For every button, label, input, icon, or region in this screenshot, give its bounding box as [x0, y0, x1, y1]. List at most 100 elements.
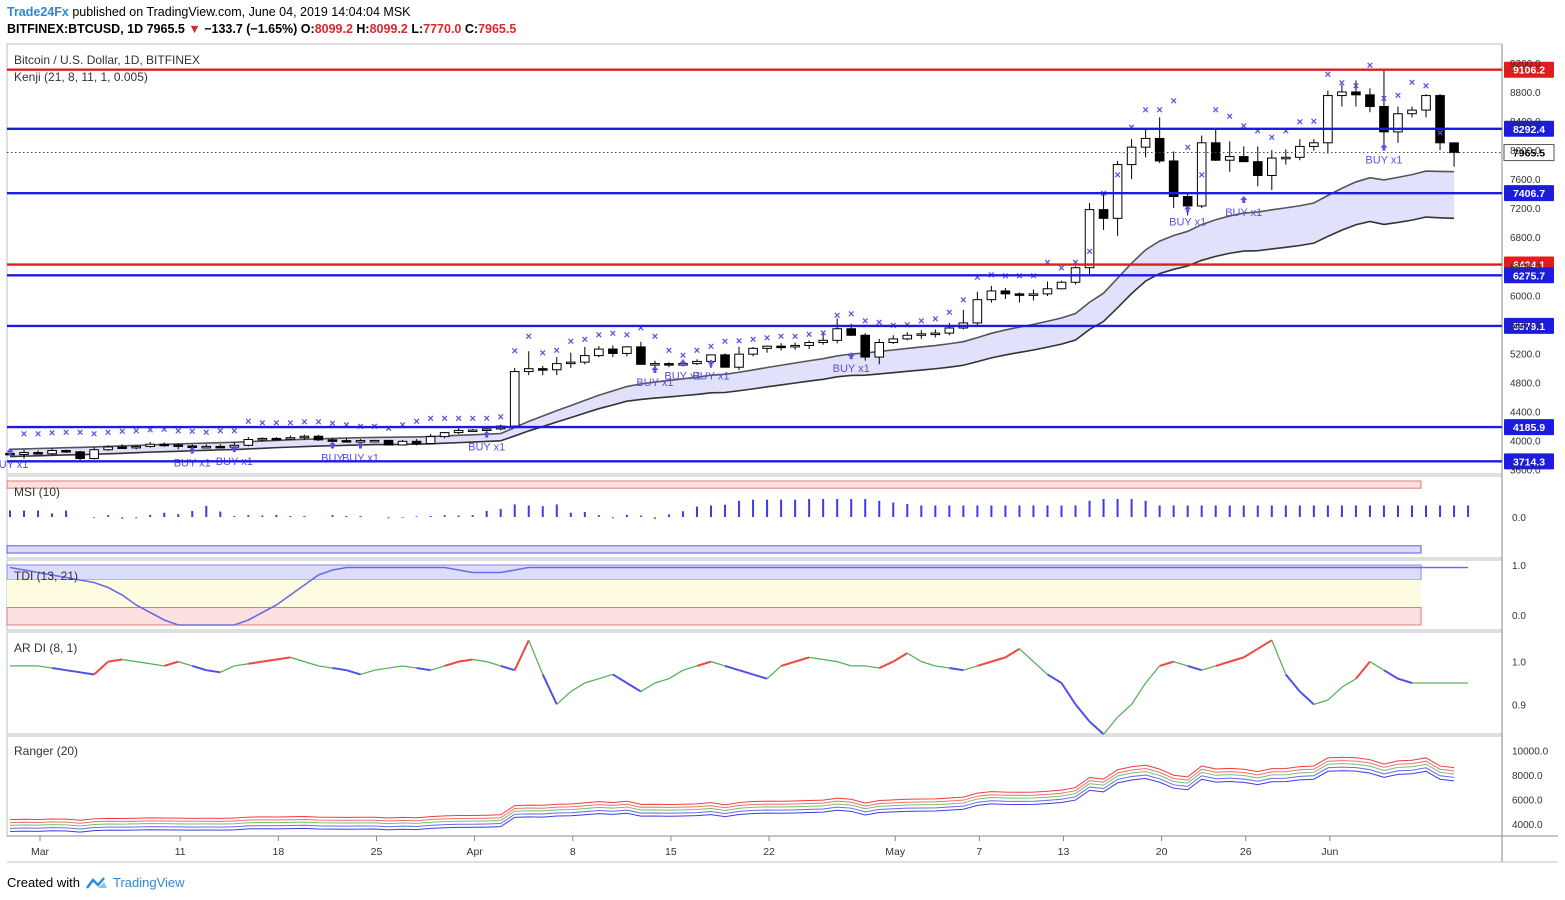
- candle[interactable]: [33, 452, 43, 455]
- candle[interactable]: [481, 428, 492, 431]
- candle[interactable]: [201, 445, 212, 449]
- candle[interactable]: [930, 332, 941, 336]
- candle[interactable]: [1056, 281, 1067, 290]
- candle[interactable]: [397, 440, 408, 446]
- candle[interactable]: [313, 435, 324, 441]
- candle[interactable]: [117, 446, 127, 449]
- candle[interactable]: [369, 439, 380, 443]
- candle[interactable]: [832, 328, 842, 341]
- candle[interactable]: [972, 299, 983, 324]
- candle[interactable]: [1281, 156, 1291, 160]
- candle[interactable]: [425, 436, 436, 444]
- candle[interactable]: [341, 440, 352, 443]
- candle[interactable]: [1421, 95, 1431, 111]
- candle[interactable]: [986, 290, 997, 301]
- candle[interactable]: [1449, 142, 1459, 154]
- candle[interactable]: [692, 360, 702, 365]
- candle[interactable]: [1351, 91, 1361, 96]
- candle[interactable]: [874, 342, 885, 358]
- candle[interactable]: [1267, 157, 1277, 176]
- candle[interactable]: [1224, 156, 1235, 161]
- candle[interactable]: [650, 363, 660, 366]
- candle[interactable]: [776, 345, 786, 349]
- candle[interactable]: [1168, 160, 1179, 198]
- candle[interactable]: [89, 449, 99, 460]
- candle[interactable]: [1098, 209, 1109, 219]
- candle[interactable]: [1028, 293, 1039, 296]
- ranger-pane[interactable]: [6, 735, 1503, 837]
- candle[interactable]: [636, 346, 646, 365]
- candle[interactable]: [1154, 137, 1165, 162]
- candle[interactable]: [537, 368, 548, 371]
- candle[interactable]: [1323, 95, 1333, 144]
- candle[interactable]: [383, 439, 394, 446]
- candle[interactable]: [509, 371, 520, 427]
- candle[interactable]: [1196, 142, 1207, 207]
- candle[interactable]: [523, 368, 534, 373]
- candle[interactable]: [1309, 142, 1319, 147]
- tradingview-link[interactable]: TradingView: [113, 875, 185, 890]
- candle[interactable]: [804, 342, 814, 346]
- candle[interactable]: [846, 328, 857, 336]
- candle[interactable]: [271, 437, 282, 441]
- candle[interactable]: [411, 440, 422, 444]
- candle[interactable]: [916, 333, 927, 336]
- candle[interactable]: [103, 446, 113, 451]
- candle[interactable]: [1365, 94, 1375, 107]
- candle[interactable]: [790, 344, 800, 348]
- candle[interactable]: [566, 361, 576, 365]
- candle[interactable]: [439, 432, 450, 438]
- candle[interactable]: [1252, 161, 1263, 176]
- candle[interactable]: [1000, 290, 1011, 295]
- candle[interactable]: [243, 438, 254, 446]
- candle[interactable]: [902, 334, 913, 340]
- candle[interactable]: [1112, 164, 1123, 219]
- price-pane[interactable]: [6, 43, 1503, 475]
- candle[interactable]: [75, 451, 85, 460]
- candle[interactable]: [762, 345, 772, 349]
- candle[interactable]: [888, 338, 899, 344]
- candle[interactable]: [1182, 196, 1193, 207]
- candle[interactable]: [622, 346, 632, 354]
- candle[interactable]: [1435, 95, 1445, 144]
- candle[interactable]: [467, 429, 478, 433]
- msi-pane[interactable]: [6, 475, 1503, 559]
- candle[interactable]: [608, 348, 618, 354]
- candle[interactable]: [748, 347, 758, 355]
- candle[interactable]: [453, 429, 464, 434]
- candle[interactable]: [1393, 113, 1403, 133]
- candle[interactable]: [1210, 142, 1221, 161]
- candle[interactable]: [327, 439, 338, 442]
- candle[interactable]: [1126, 146, 1137, 166]
- candle[interactable]: [1084, 209, 1095, 269]
- candle[interactable]: [61, 450, 71, 453]
- candle[interactable]: [285, 437, 296, 440]
- candle[interactable]: [47, 450, 57, 455]
- candle[interactable]: [720, 354, 730, 368]
- candle[interactable]: [1014, 293, 1025, 296]
- candle[interactable]: [551, 363, 562, 371]
- candle[interactable]: [944, 327, 955, 334]
- candle[interactable]: [1295, 145, 1305, 158]
- candle[interactable]: [257, 437, 268, 441]
- candle[interactable]: [1238, 156, 1249, 163]
- candle[interactable]: [159, 443, 170, 447]
- candle[interactable]: [299, 435, 310, 439]
- candle[interactable]: [1140, 137, 1151, 148]
- author-link[interactable]: Trade24Fx: [7, 5, 69, 19]
- candle[interactable]: [580, 355, 590, 363]
- candle[interactable]: [1407, 109, 1417, 115]
- candle[interactable]: [594, 348, 604, 357]
- candle[interactable]: [145, 443, 155, 447]
- candle[interactable]: [131, 445, 141, 449]
- candle[interactable]: [1042, 288, 1053, 295]
- candle[interactable]: [664, 363, 674, 366]
- candle[interactable]: [734, 353, 744, 368]
- candle[interactable]: [173, 444, 184, 447]
- candle[interactable]: [1337, 91, 1347, 97]
- ardi-pane[interactable]: [6, 631, 1503, 735]
- candle[interactable]: [860, 334, 871, 358]
- candle[interactable]: [1379, 105, 1389, 133]
- candle[interactable]: [818, 339, 828, 344]
